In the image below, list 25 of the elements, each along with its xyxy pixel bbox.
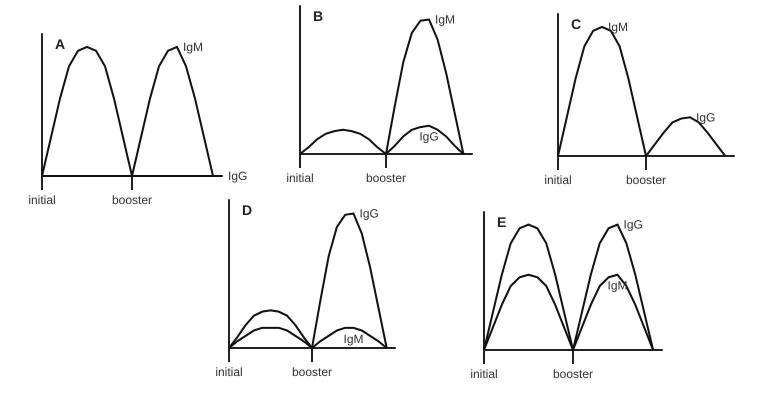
series-label: IgG: [360, 206, 379, 220]
x-tick-label: initial: [215, 365, 243, 379]
x-tick-label: initial: [470, 367, 498, 381]
series-label: IgG: [419, 130, 439, 144]
series-label: IgM: [607, 278, 628, 293]
series-label: IgM: [608, 20, 628, 34]
chart-title: D: [242, 202, 252, 218]
x-tick-label: initial: [28, 193, 56, 207]
chart-title: C: [571, 16, 582, 32]
series-label: IgG: [696, 110, 716, 124]
x-tick-label: booster: [112, 193, 152, 207]
chart-title: A: [55, 36, 66, 52]
x-tick-label: booster: [366, 171, 406, 185]
chart-title: E: [497, 214, 506, 230]
series-label: IgM: [435, 12, 456, 26]
x-tick-label: booster: [292, 365, 332, 379]
series-label: IgM: [183, 40, 204, 54]
x-tick-label: booster: [552, 367, 594, 381]
series-label: IgM: [343, 332, 364, 346]
chart-title: B: [313, 8, 324, 24]
x-tick-label: initial: [286, 171, 314, 185]
series-label: IgG: [228, 169, 248, 183]
series-label: IgG: [624, 218, 643, 232]
x-tick-label: initial: [544, 173, 572, 187]
x-tick-label: booster: [626, 173, 666, 187]
